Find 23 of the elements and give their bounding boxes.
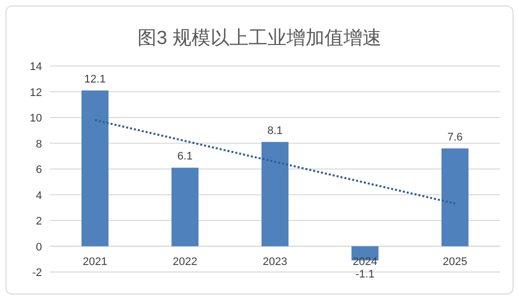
- x-tick-label: 2021: [82, 256, 108, 268]
- y-tick-label: -2: [32, 267, 42, 279]
- y-tick-label: 2: [36, 216, 42, 228]
- y-tick-label: 14: [30, 61, 42, 73]
- y-tick-label: 0: [36, 241, 42, 254]
- x-tick-label: 2023: [262, 256, 288, 268]
- x-tick-label: 2025: [442, 256, 468, 268]
- bar: [442, 148, 468, 246]
- chart-title: 图3 规模以上工业增加值增速: [138, 28, 382, 49]
- data-label: 8.1: [267, 124, 283, 137]
- y-tick-label: 12: [30, 86, 42, 99]
- y-tick-label: 6: [36, 164, 42, 176]
- data-label: 12.1: [84, 73, 106, 86]
- y-tick-label: 8: [36, 138, 42, 150]
- y-tick-label: 4: [36, 190, 42, 202]
- y-tick-label: 10: [30, 112, 42, 124]
- bar: [82, 90, 108, 246]
- data-label: 7.6: [447, 131, 463, 144]
- bar: [172, 168, 198, 246]
- data-label: 6.1: [177, 150, 193, 163]
- data-label: -1.1: [356, 268, 374, 280]
- bar: [262, 142, 288, 246]
- x-tick-label: 2022: [172, 256, 198, 268]
